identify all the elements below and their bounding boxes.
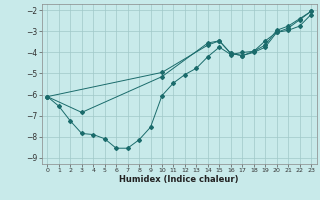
X-axis label: Humidex (Indice chaleur): Humidex (Indice chaleur) [119, 175, 239, 184]
